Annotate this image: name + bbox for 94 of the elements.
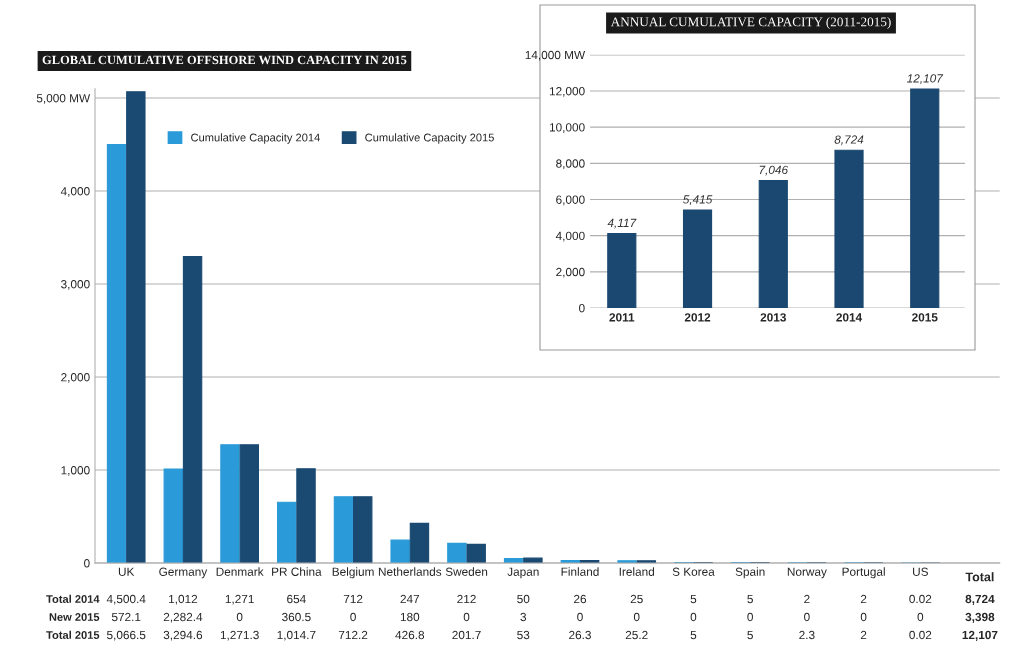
data-label: 1,014.7 (277, 630, 316, 641)
text: Total 2014 (46, 594, 100, 603)
text: 0 (747, 612, 753, 622)
text: 2,282.4 (163, 612, 203, 623)
x-tick-label: Norway (787, 567, 827, 579)
text: 0 (860, 612, 867, 622)
data-label: 712.2 (338, 630, 368, 640)
data-label: 0.02 (909, 594, 932, 604)
x-tick-label: Portugal (842, 567, 885, 579)
data-label: 2.3 (799, 630, 815, 640)
y-tick-label: 8,000 (556, 159, 585, 170)
data-label: 1,012 (169, 594, 198, 605)
y-tick-label: 3,000 (61, 280, 90, 290)
data-label: 1,271.3 (220, 630, 259, 641)
data-label: 5 (747, 594, 753, 604)
data-label: 53 (517, 630, 530, 640)
y-tick-label: 10,000 (549, 123, 585, 133)
data-label: 0.02 (909, 630, 932, 640)
y-tick-label: 4,000 (555, 231, 585, 242)
x-tick-label: Japan (507, 567, 539, 579)
data-label: 2 (860, 630, 867, 640)
data-label: 26.3 (569, 630, 591, 640)
x-tick-label: 2014 (836, 313, 863, 322)
text: 12,107 (962, 630, 998, 641)
text: 572.1 (111, 612, 141, 622)
x-tick-label: Finland (561, 567, 599, 576)
y-tick-label: 2,000 (61, 373, 90, 383)
y-tick-label: 6,000 (556, 195, 585, 206)
data-label: 12,107 (907, 74, 944, 84)
data-label: 654 (287, 594, 306, 604)
x-tick-label: 2012 (684, 313, 711, 322)
y-tick-label: 0 (84, 559, 90, 568)
x-tick-label: UK (118, 567, 135, 576)
x-tick-label: Germany (159, 567, 208, 579)
x-tick-label: Spain (735, 567, 765, 579)
data-label: 50 (517, 594, 530, 604)
y-tick-label: 12,000 (549, 87, 585, 97)
x-tick-label: 2015 (912, 313, 938, 322)
data-label: 2 (804, 594, 810, 604)
text: 0 (633, 612, 640, 622)
x-tick-label: PR China (272, 567, 322, 576)
data-label: 212 (457, 594, 476, 604)
text: 360.5 (282, 612, 311, 622)
y-tick-label: 4,000 (60, 187, 90, 197)
data-label: 25 (630, 594, 643, 604)
data-label: 4,117 (607, 218, 637, 229)
text: 0 (350, 612, 356, 622)
text: New 2015 (49, 613, 100, 621)
x-tick-label: Netherlands (378, 567, 442, 576)
text: 3,398 (965, 612, 995, 623)
text: Total (965, 572, 994, 582)
data-label: 712 (343, 594, 363, 604)
data-label: 5 (747, 630, 753, 640)
y-tick-label: 0 (579, 304, 585, 313)
x-tick-label: Sweden (445, 567, 488, 576)
legend-label: Cumulative Capacity 2014 (191, 133, 320, 144)
y-tick-label: 1,000 (61, 466, 90, 476)
data-label: 5 (690, 630, 697, 640)
data-label: 5,415 (683, 195, 713, 205)
data-label: 8,724 (834, 135, 864, 146)
text: 0 (917, 612, 924, 622)
text: 0 (690, 612, 697, 622)
data-label: 7,046 (759, 165, 789, 176)
text: 0 (804, 612, 810, 622)
x-tick-label: US (913, 567, 928, 576)
text: 8,724 (965, 594, 995, 605)
text: 3 (520, 612, 527, 622)
x-tick-label: S Korea (672, 567, 715, 576)
y-tick-label: 5,000 MW (36, 94, 91, 104)
text: 0 (236, 612, 243, 622)
text: 0 (463, 612, 470, 622)
x-tick-label: 2013 (760, 313, 786, 322)
legend-label: Cumulative Capacity 2015 (365, 133, 494, 144)
data-label: 1,271 (225, 594, 254, 605)
x-tick-label: Belgium (332, 567, 374, 579)
x-tick-label: 2011 (609, 313, 635, 322)
data-label: 247 (400, 594, 420, 604)
data-label: 2 (860, 594, 867, 604)
data-label: 5 (690, 594, 697, 604)
text: 180 (400, 612, 420, 622)
data-label: 5,066.5 (106, 630, 146, 641)
chart-title: GLOBAL CUMULATIVE OFFSHORE WIND CAPACITY IN 2015 (42, 55, 407, 65)
data-label: 426.8 (395, 630, 425, 640)
chart-title: ANNUAL CUMULATIVE CAPACITY (2011-2015) (610, 17, 891, 29)
data-label: 201.7 (452, 630, 481, 640)
text: Total 2015 (46, 630, 100, 639)
data-label: 4,500.4 (106, 594, 146, 605)
data-label: 26 (574, 594, 587, 604)
data-label: 25.2 (625, 630, 648, 640)
y-tick-label: 14,000 MW (525, 50, 586, 61)
y-tick-label: 2,000 (556, 267, 585, 278)
x-tick-label: Ireland (619, 567, 654, 576)
data-label: 3,294.6 (163, 630, 203, 641)
x-tick-label: Denmark (216, 567, 264, 576)
